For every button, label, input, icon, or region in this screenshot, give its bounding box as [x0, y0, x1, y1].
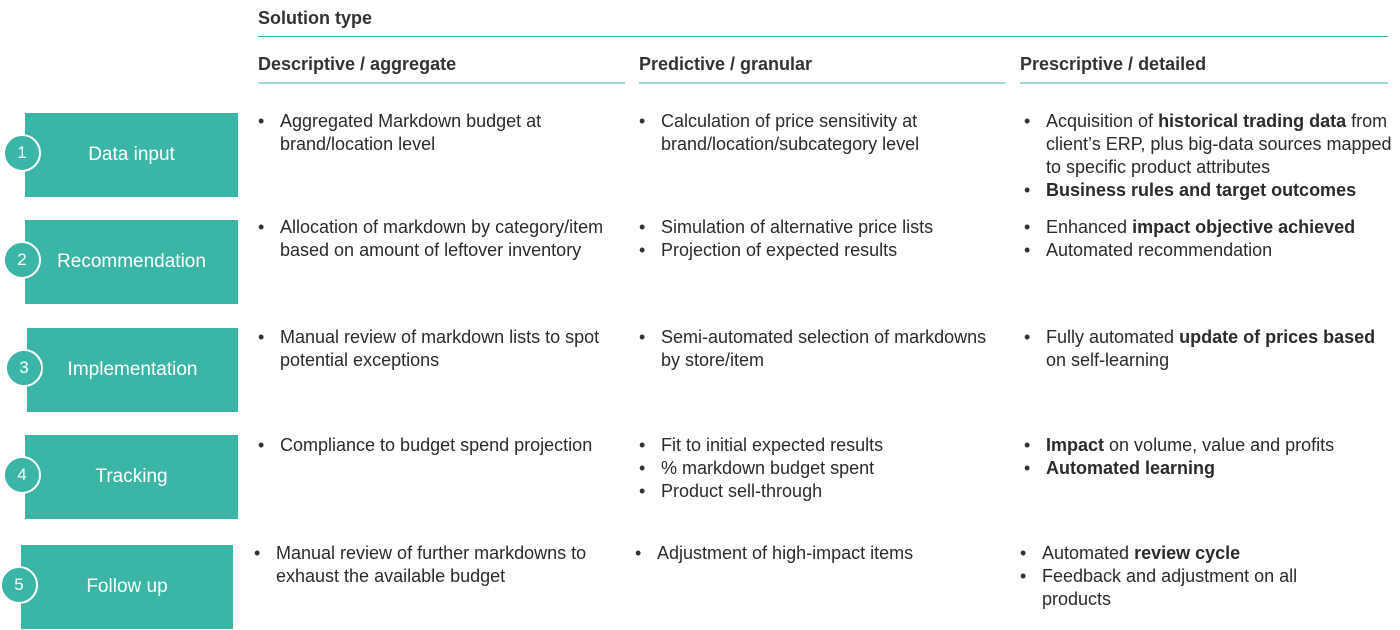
column-divider-predictive	[639, 82, 1006, 84]
cell-follow-up-descriptive: Manual review of further markdowns to ex…	[254, 542, 626, 588]
list-item: Projection of expected results	[639, 239, 1009, 262]
stage-label: Recommendation	[57, 251, 206, 273]
list-item: Feedback and adjustment on all products	[1020, 565, 1360, 611]
cell-recommendation-predictive: Simulation of alternative price lists Pr…	[639, 216, 1009, 262]
list-item: Automated review cycle	[1020, 542, 1360, 565]
cell-implementation-prescriptive: Fully automated update of prices based o…	[1024, 326, 1394, 372]
list-item: Compliance to budget spend projection	[258, 434, 628, 457]
stage-label: Tracking	[95, 466, 167, 488]
list-item: Manual review of further markdowns to ex…	[254, 542, 626, 588]
list-item: Manual review of markdown lists to spot …	[258, 326, 628, 372]
stage-number-badge: 3	[5, 349, 43, 387]
list-item: Impact on volume, value and profits	[1024, 434, 1394, 457]
stage-number-badge: 5	[0, 566, 38, 604]
list-item: Automated learning	[1024, 457, 1394, 480]
cell-implementation-descriptive: Manual review of markdown lists to spot …	[258, 326, 628, 372]
stage-number-badge: 2	[3, 241, 41, 279]
cell-implementation-predictive: Semi-automated selection of markdowns by…	[639, 326, 1009, 372]
list-item: Product sell-through	[639, 480, 1009, 503]
cell-tracking-descriptive: Compliance to budget spend projection	[258, 434, 628, 457]
solution-type-title: Solution type	[258, 8, 372, 29]
cell-data-input-prescriptive: Acquisition of historical trading data f…	[1024, 110, 1394, 202]
cell-tracking-predictive: Fit to initial expected results % markdo…	[639, 434, 1009, 503]
column-divider-descriptive	[258, 82, 625, 84]
list-item: Simulation of alternative price lists	[639, 216, 1009, 239]
cell-data-input-descriptive: Aggregated Markdown budget at brand/loca…	[258, 110, 628, 156]
list-item: Automated recommendation	[1024, 239, 1394, 262]
cell-follow-up-predictive: Adjustment of high-impact items	[635, 542, 1005, 565]
stage-number-badge: 1	[3, 134, 41, 172]
list-item: Adjustment of high-impact items	[635, 542, 1005, 565]
stage-box-recommendation: Recommendation	[25, 220, 238, 304]
list-item: Allocation of markdown by category/item …	[258, 216, 628, 262]
list-item: Calculation of price sensitivity at bran…	[639, 110, 1009, 156]
stage-label: Implementation	[68, 359, 198, 381]
column-divider-prescriptive	[1020, 82, 1388, 84]
column-header-prescriptive: Prescriptive / detailed	[1020, 54, 1206, 75]
stage-box-tracking: Tracking	[25, 435, 238, 519]
cell-recommendation-descriptive: Allocation of markdown by category/item …	[258, 216, 628, 262]
cell-follow-up-prescriptive: Automated review cycle Feedback and adju…	[1020, 542, 1360, 611]
list-item: Acquisition of historical trading data f…	[1024, 110, 1394, 179]
list-item: Aggregated Markdown budget at brand/loca…	[258, 110, 628, 156]
column-header-descriptive: Descriptive / aggregate	[258, 54, 456, 75]
stage-label: Follow up	[86, 576, 167, 598]
list-item: Fully automated update of prices based o…	[1024, 326, 1394, 372]
list-item: Business rules and target outcomes	[1024, 179, 1394, 202]
cell-tracking-prescriptive: Impact on volume, value and profits Auto…	[1024, 434, 1394, 480]
stage-box-follow-up: Follow up	[21, 545, 233, 629]
cell-recommendation-prescriptive: Enhanced impact objective achieved Autom…	[1024, 216, 1394, 262]
stage-label: Data input	[88, 144, 175, 166]
column-header-predictive: Predictive / granular	[639, 54, 812, 75]
stage-box-data-input: Data input	[25, 113, 238, 197]
cell-data-input-predictive: Calculation of price sensitivity at bran…	[639, 110, 1009, 156]
list-item: % markdown budget spent	[639, 457, 1009, 480]
stage-box-implementation: Implementation	[27, 328, 238, 412]
title-divider	[258, 36, 1388, 37]
list-item: Semi-automated selection of markdowns by…	[639, 326, 1009, 372]
list-item: Enhanced impact objective achieved	[1024, 216, 1394, 239]
list-item: Fit to initial expected results	[639, 434, 1009, 457]
stage-number-badge: 4	[3, 456, 41, 494]
